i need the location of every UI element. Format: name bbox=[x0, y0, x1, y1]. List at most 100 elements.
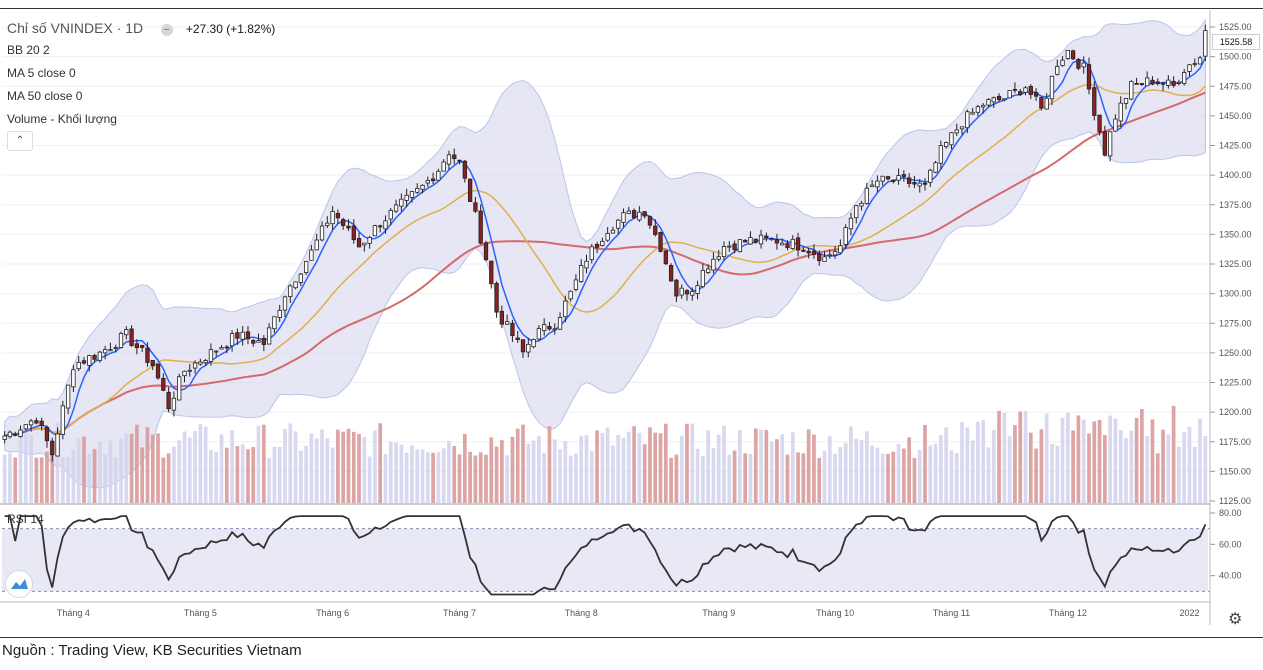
volume-bar bbox=[415, 449, 420, 503]
legend-indicator-ma5[interactable]: MA 5 close 0 bbox=[7, 66, 76, 80]
legend-indicator-bb[interactable]: BB 20 2 bbox=[7, 43, 50, 57]
volume-bar bbox=[1150, 419, 1155, 503]
candle-body bbox=[256, 340, 261, 343]
candle-body bbox=[404, 194, 409, 201]
candle-body bbox=[981, 104, 986, 108]
candle-body bbox=[356, 238, 362, 248]
volume-bar bbox=[960, 421, 964, 503]
volume-bar bbox=[309, 433, 314, 503]
candle-body bbox=[71, 369, 76, 388]
legend-indicator-ma50[interactable]: MA 50 close 0 bbox=[7, 89, 83, 103]
candle-body bbox=[520, 339, 526, 353]
candle-body bbox=[547, 326, 552, 330]
volume-bar bbox=[462, 433, 467, 503]
volume-bar bbox=[505, 455, 509, 503]
candle-body bbox=[314, 239, 319, 251]
volume-bar bbox=[1092, 421, 1097, 503]
candle-body bbox=[1097, 114, 1102, 133]
bottom-rule bbox=[0, 637, 1263, 638]
volume-bar bbox=[1065, 412, 1070, 503]
candle-body bbox=[912, 182, 917, 185]
volume-bar bbox=[902, 448, 906, 503]
volume-bar bbox=[13, 457, 18, 503]
price-chart[interactable]: 80.00 60.00 40.00 1525.00 1500.00 1475.00 145… bbox=[0, 10, 1263, 635]
candle-body bbox=[92, 355, 97, 360]
volume-bar bbox=[954, 452, 959, 503]
candle-body bbox=[494, 282, 499, 313]
candle-body bbox=[208, 349, 214, 362]
candle-body bbox=[626, 210, 631, 214]
candle-body bbox=[261, 337, 266, 345]
volume-bar bbox=[722, 425, 726, 503]
volume-bar bbox=[658, 433, 663, 503]
candle-body bbox=[50, 440, 55, 456]
volume-bar bbox=[542, 452, 547, 503]
candle-body bbox=[430, 178, 436, 182]
gear-icon[interactable]: ⚙ bbox=[1228, 611, 1243, 628]
volume-bar bbox=[166, 453, 171, 503]
candle-body bbox=[557, 317, 563, 330]
volume-bars bbox=[2, 405, 1208, 503]
volume-bar bbox=[177, 440, 182, 503]
volume-bar bbox=[267, 457, 271, 503]
candle-body bbox=[536, 328, 542, 340]
volume-bar bbox=[76, 438, 81, 503]
tradingview-logo-icon[interactable] bbox=[5, 570, 33, 598]
candle-body bbox=[1118, 102, 1123, 122]
volume-bar bbox=[880, 453, 885, 503]
rsi-label[interactable]: RSI 14 bbox=[7, 512, 44, 526]
candle-body bbox=[1139, 83, 1145, 85]
volume-bar bbox=[103, 454, 107, 503]
candle-body bbox=[251, 340, 256, 344]
candle-body bbox=[198, 361, 203, 365]
candle-body bbox=[150, 359, 155, 367]
volume-bar bbox=[494, 446, 499, 503]
candle-body bbox=[573, 279, 579, 290]
volume-bar bbox=[976, 421, 980, 503]
candle-body bbox=[504, 320, 510, 325]
candle-body bbox=[325, 222, 330, 226]
volume-bar bbox=[288, 423, 293, 503]
candle-body bbox=[753, 238, 758, 243]
price-tick-label: 1300.00 bbox=[1219, 289, 1252, 299]
rsi-tick-label: 40.00 bbox=[1219, 571, 1242, 581]
candle-body bbox=[986, 99, 991, 106]
candle-body bbox=[716, 256, 721, 260]
volume-bar bbox=[1155, 453, 1160, 503]
volume-bar bbox=[1118, 429, 1123, 503]
volume-bar bbox=[1134, 417, 1139, 503]
volume-bar bbox=[45, 451, 49, 503]
candle-body bbox=[663, 250, 668, 265]
collapse-legend-button[interactable]: ⌃ bbox=[7, 131, 33, 151]
price-tick-label: 1350.00 bbox=[1219, 229, 1252, 239]
candle-body bbox=[1197, 57, 1203, 65]
candle-body bbox=[891, 179, 896, 182]
volume-bar bbox=[986, 447, 991, 503]
legend-indicator-volume[interactable]: Volume - Khối lượng bbox=[7, 112, 117, 126]
volume-bar bbox=[923, 424, 927, 503]
candle-body bbox=[748, 237, 753, 245]
volume-bar bbox=[716, 434, 721, 503]
candle-body bbox=[1113, 118, 1118, 132]
volume-bar bbox=[55, 423, 60, 503]
candle-body bbox=[97, 351, 103, 361]
candle-body bbox=[647, 216, 653, 226]
volume-bar bbox=[812, 434, 816, 503]
candle-body bbox=[933, 162, 938, 173]
volume-bar bbox=[547, 426, 552, 503]
candle-body bbox=[309, 249, 314, 261]
candle-body bbox=[1033, 92, 1039, 97]
volume-bar bbox=[441, 448, 446, 503]
volume-bar bbox=[642, 444, 647, 503]
volume-bar bbox=[1081, 419, 1086, 503]
candle-body bbox=[1145, 77, 1150, 87]
price-tick-label: 1250.00 bbox=[1219, 348, 1252, 358]
legend-change: +27.30 (+1.82%) bbox=[185, 22, 276, 36]
volume-bar bbox=[29, 435, 33, 503]
candle-body bbox=[885, 176, 891, 180]
volume-bar bbox=[484, 454, 488, 503]
volume-bar bbox=[240, 444, 245, 503]
candle-body bbox=[28, 420, 34, 426]
eye-icon[interactable]: – bbox=[160, 24, 173, 36]
volume-bar bbox=[632, 426, 636, 503]
